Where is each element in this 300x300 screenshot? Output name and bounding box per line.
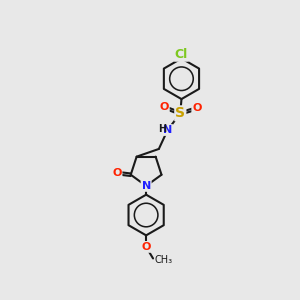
Text: N: N xyxy=(163,125,172,135)
Text: Cl: Cl xyxy=(175,48,188,61)
Text: S: S xyxy=(175,106,185,120)
Text: O: O xyxy=(160,102,169,112)
Text: N: N xyxy=(142,181,151,191)
Text: CH₃: CH₃ xyxy=(155,255,173,265)
Text: O: O xyxy=(192,103,202,113)
Text: O: O xyxy=(141,242,151,252)
Text: O: O xyxy=(112,168,122,178)
Text: H: H xyxy=(158,124,166,134)
